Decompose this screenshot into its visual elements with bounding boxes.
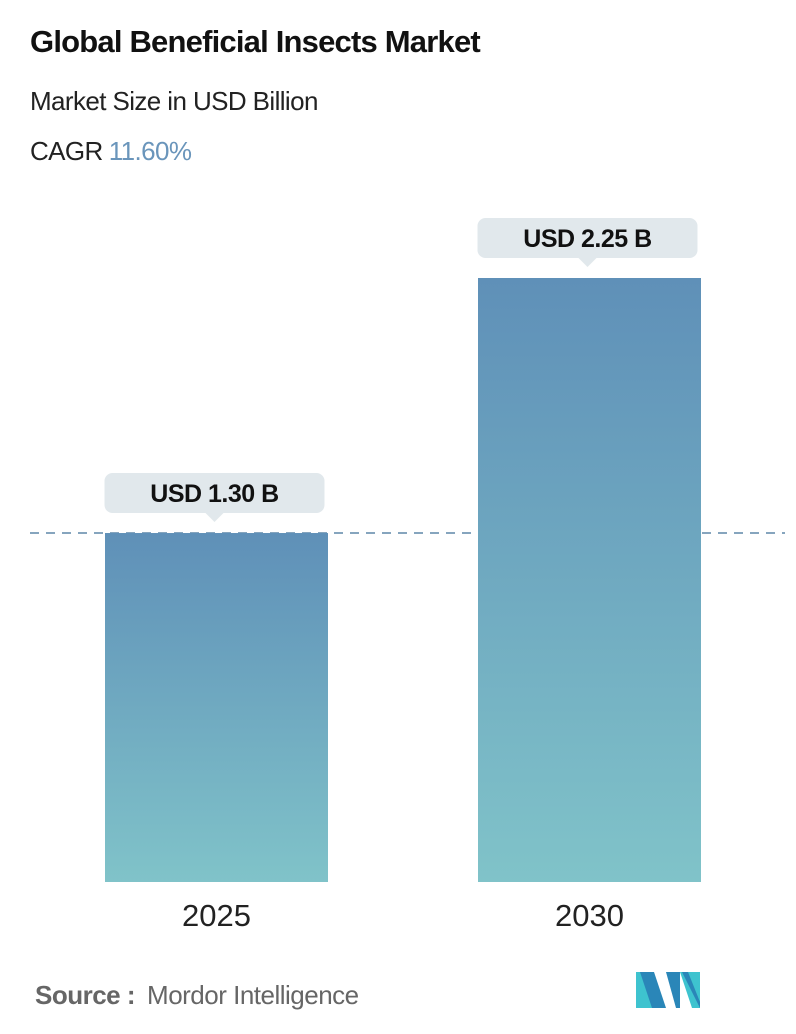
source-label: Source : — [35, 980, 136, 1010]
x-tick-label: 2030 — [555, 898, 624, 933]
cagr: CAGR 11.60% — [30, 136, 192, 167]
chart-title: Global Beneficial Insects Market — [30, 24, 481, 59]
x-tick-label: 2025 — [182, 898, 251, 933]
cagr-label: CAGR — [30, 136, 103, 166]
chart-subtitle: Market Size in USD Billion — [30, 86, 318, 116]
source: Source : Mordor Intelligence — [35, 980, 359, 1011]
data-label-pointer — [205, 513, 224, 523]
data-label-pointer — [578, 258, 597, 267]
bar-2025 — [105, 533, 328, 882]
cagr-value: 11.60% — [108, 136, 192, 166]
data-label-bubble — [477, 218, 698, 258]
mordor-intelligence-logo-icon — [636, 972, 700, 1008]
bar-2030 — [478, 278, 701, 882]
data-label: USD 2.25 B — [523, 225, 651, 253]
data-label-bubble — [104, 473, 325, 514]
bar-chart: USD 1.30 B 2025 USD 2.25 B 2030 — [30, 218, 785, 933]
data-label: USD 1.30 B — [150, 480, 278, 508]
source-value: Mordor Intelligence — [147, 980, 359, 1010]
